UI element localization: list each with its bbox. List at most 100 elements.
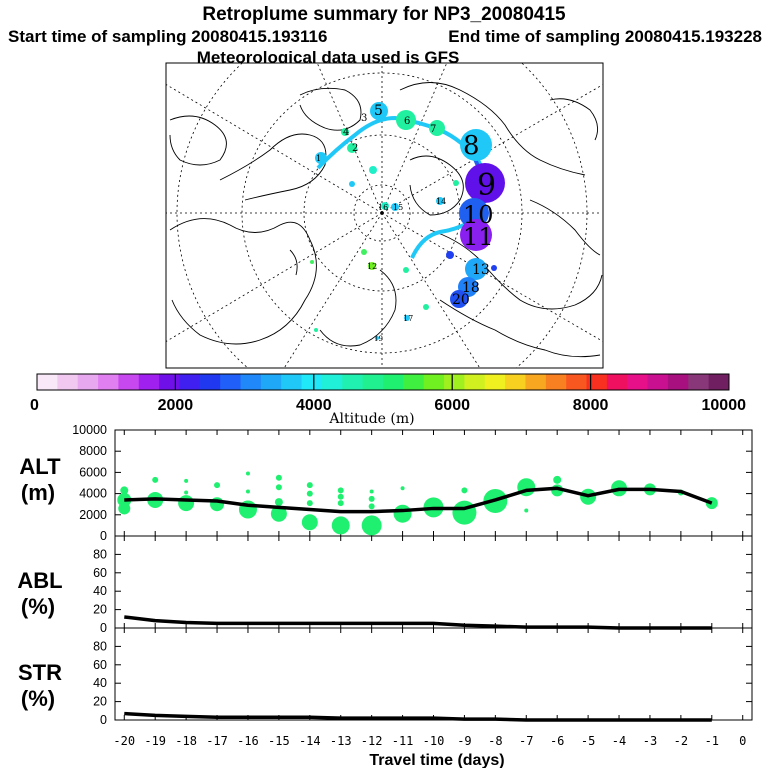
x-tick-label: -9 <box>457 734 471 748</box>
x-tick-label: -16 <box>237 734 259 748</box>
data-point <box>270 505 287 522</box>
plume-dot <box>423 304 429 310</box>
data-point <box>368 503 375 510</box>
plume-dot <box>361 249 367 255</box>
plume-dot <box>446 251 454 259</box>
colorbar-swatch <box>383 374 404 390</box>
colorbar-swatch <box>423 374 445 390</box>
map-label: 3 <box>361 113 367 124</box>
data-point <box>461 487 468 494</box>
data-point <box>306 490 313 497</box>
data-point <box>178 495 195 512</box>
data-point <box>120 486 129 495</box>
plume-dot <box>404 315 410 321</box>
y-tick-label: 40 <box>93 676 107 690</box>
data-point <box>452 500 477 525</box>
data-point <box>331 516 350 535</box>
y-tick-label: 2000 <box>79 508 107 522</box>
plume-dot <box>314 328 318 332</box>
x-tick-label: -19 <box>144 734 166 748</box>
panel-alt: 0 2000 4000 6000 8000 10000 ALT(m) <box>19 423 753 543</box>
colorbar-swatch <box>220 374 242 390</box>
data-point <box>245 471 250 476</box>
data-point <box>368 495 375 502</box>
colorbar-tick-label: 4000 <box>296 397 332 414</box>
plume-dot <box>429 120 445 136</box>
start-time: Start time of sampling 20080415.193116 <box>8 27 327 46</box>
y-tick-label: 60 <box>93 566 107 580</box>
map-label: 8 <box>463 131 480 161</box>
plume-dot <box>381 202 389 210</box>
colorbar-swatch <box>57 374 79 390</box>
map-label: 13 <box>472 262 490 278</box>
plume-dot <box>450 290 468 308</box>
map-label: 7 <box>430 124 436 135</box>
x-tick-label: -3 <box>643 734 657 748</box>
plume-dot <box>391 203 399 211</box>
data-point <box>274 498 283 507</box>
y-tick-label: 6000 <box>79 465 107 479</box>
colorbar-swatch <box>586 374 608 390</box>
plume-dot <box>369 166 377 174</box>
panel-frame <box>114 429 753 537</box>
x-tick-label: -11 <box>392 734 414 748</box>
map-label: 19 <box>374 335 383 343</box>
colorbar-swatch <box>321 374 343 390</box>
data-point <box>301 514 318 531</box>
colorbar-swatch <box>647 374 669 390</box>
plume-dot <box>436 197 444 205</box>
y-tick-label: 80 <box>93 547 107 561</box>
x-axis-label: Travel time (days) <box>369 752 504 768</box>
colorbar-tick-label: 2000 <box>158 397 194 414</box>
colorbar-swatch <box>545 374 567 390</box>
colorbar-swatch <box>484 374 506 390</box>
panel-frame <box>114 627 753 721</box>
colorbar-swatch <box>362 374 384 390</box>
plume-dot <box>347 143 357 153</box>
map-label: 15 <box>393 203 403 212</box>
plume-dots <box>310 102 505 340</box>
data-point <box>245 489 250 494</box>
y-tick-label: 60 <box>93 658 107 672</box>
map-label: 12 <box>367 262 377 271</box>
y-tick-label: 4000 <box>79 487 107 501</box>
plume-dot <box>491 265 497 271</box>
colorbar-swatch <box>159 374 180 390</box>
data-point <box>400 486 405 491</box>
colorbar-swatch <box>77 374 99 390</box>
meridians <box>166 63 603 368</box>
panel-unit: (%) <box>21 686 55 711</box>
data-point <box>152 476 159 483</box>
colorbar-swatch <box>688 374 710 390</box>
y-tick-label: 80 <box>93 639 107 653</box>
data-point <box>275 474 282 481</box>
colorbar-swatch <box>179 374 201 390</box>
met-data-label: Meteorological data used is GFS <box>197 48 460 67</box>
time-series-plots: 0200040006000800010000ALT(m)020406080ABL… <box>17 423 753 748</box>
panel-name: STR <box>18 660 62 685</box>
map-frame <box>165 62 604 369</box>
end-time: End time of sampling 20080415.193228 <box>448 27 762 46</box>
data-point <box>337 493 344 500</box>
y-tick-label: 0 <box>100 713 107 727</box>
colorbar-swatch <box>138 374 160 390</box>
plume-dot <box>375 336 379 340</box>
mean-line <box>124 486 713 514</box>
y-tick-label: 20 <box>93 695 107 709</box>
data-point <box>337 487 344 494</box>
colorbar-swatch <box>525 374 547 390</box>
data-point <box>369 489 374 494</box>
x-tick-label: -7 <box>519 734 533 748</box>
panel-unit: (%) <box>21 594 55 619</box>
map-label: 16 <box>378 203 388 212</box>
x-tick-label: -2 <box>674 734 688 748</box>
data-point <box>393 504 412 523</box>
colorbar-frame <box>36 373 730 391</box>
colorbar-tick-label: 8000 <box>573 397 609 414</box>
y-tick-label: 0 <box>100 529 107 543</box>
y-tick-label: 40 <box>93 584 107 598</box>
plume-dot <box>315 152 327 164</box>
map-label: 1 <box>316 154 321 163</box>
colorbar-swatch <box>627 374 649 390</box>
